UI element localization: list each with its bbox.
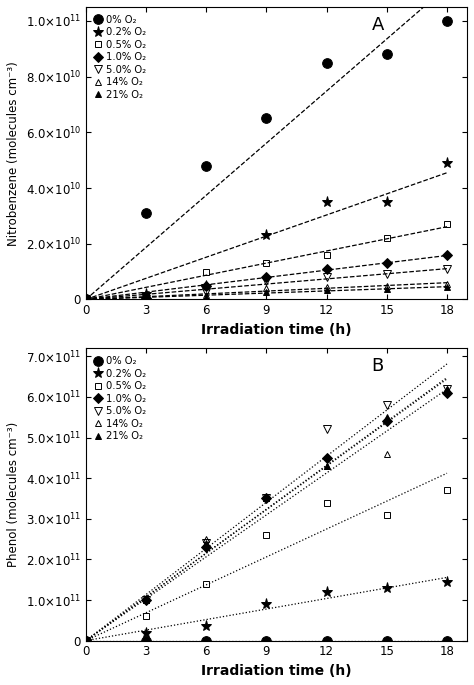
X-axis label: Irradiation time (h): Irradiation time (h) [201, 323, 352, 337]
Y-axis label: Nitrobenzene (molecules cm⁻³): Nitrobenzene (molecules cm⁻³) [7, 61, 20, 246]
Text: A: A [372, 16, 384, 34]
Y-axis label: Phenol (molecules cm⁻³): Phenol (molecules cm⁻³) [7, 422, 20, 567]
Legend: 0% O₂, 0.2% O₂, 0.5% O₂, 1.0% O₂, 5.0% O₂, 14% O₂, 21% O₂: 0% O₂, 0.2% O₂, 0.5% O₂, 1.0% O₂, 5.0% O… [91, 353, 149, 444]
Legend: 0% O₂, 0.2% O₂, 0.5% O₂, 1.0% O₂, 5.0% O₂, 14% O₂, 21% O₂: 0% O₂, 0.2% O₂, 0.5% O₂, 1.0% O₂, 5.0% O… [91, 12, 149, 103]
X-axis label: Irradiation time (h): Irradiation time (h) [201, 664, 352, 678]
Text: B: B [372, 357, 384, 375]
